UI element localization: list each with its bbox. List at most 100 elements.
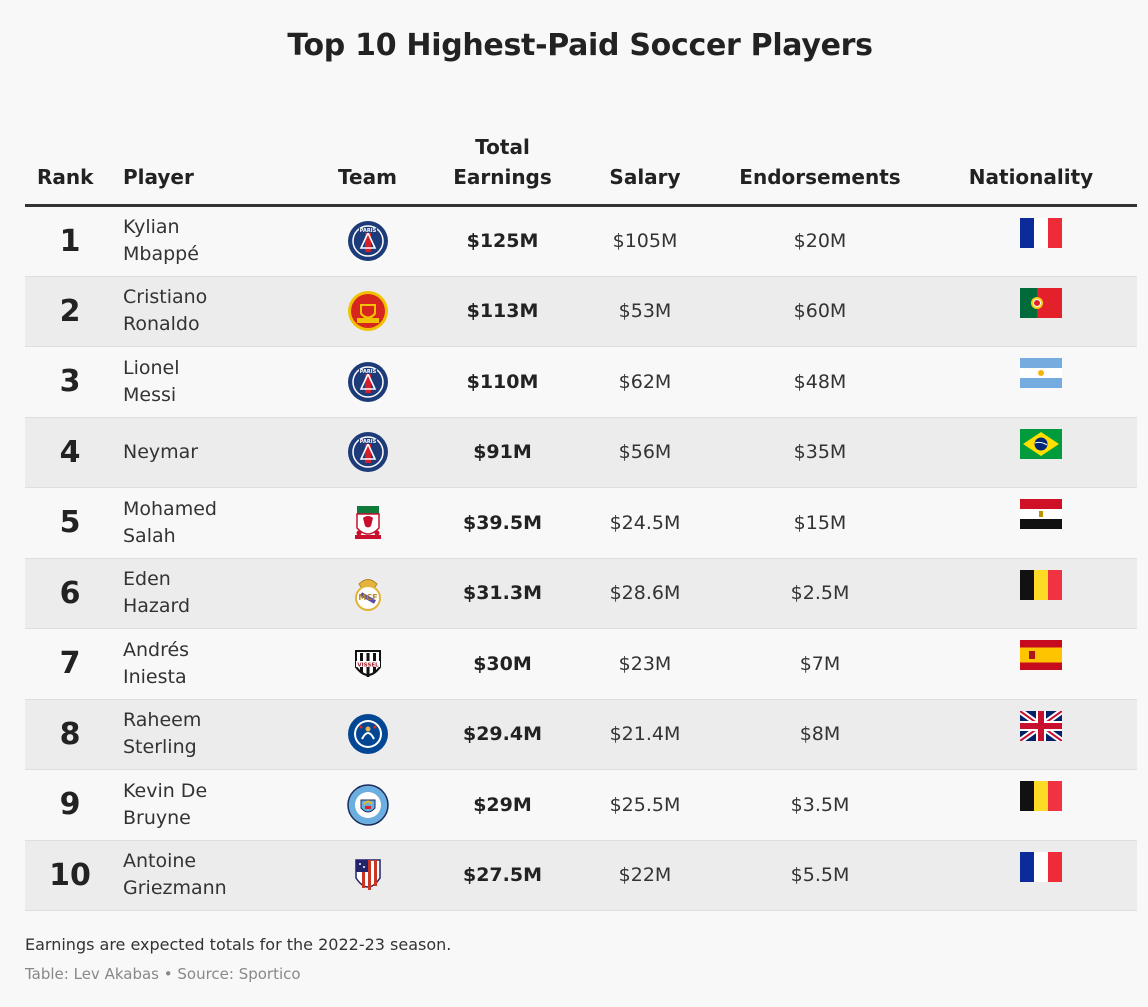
belgium-flag-icon	[1020, 569, 1062, 600]
total-earnings-cell: $39.5M	[430, 487, 575, 559]
total-earnings-cell: $110M	[430, 346, 575, 418]
total-earnings-cell: $31.3M	[430, 558, 575, 629]
total-earnings-header-line1: Total	[475, 135, 530, 159]
total-earnings-cell: $30M	[430, 628, 575, 700]
player-cell: Neymar	[115, 417, 305, 488]
total-earnings-header-line2: Earnings	[453, 165, 552, 189]
team-cell: PARIS	[305, 346, 430, 418]
team-cell: MCF	[305, 558, 430, 629]
salary-cell: $24.5M	[575, 487, 715, 559]
player-first-name: Raheem	[123, 709, 202, 732]
rank-header: Rank	[25, 132, 115, 207]
rank-cell: 10	[25, 840, 115, 911]
player-first-name: Neymar	[123, 440, 199, 463]
psg-crest-icon: PARIS	[305, 220, 430, 262]
team-cell: VISSEL	[305, 628, 430, 700]
player-last-name: Ronaldo	[123, 313, 200, 336]
rank-cell: 1	[25, 205, 115, 277]
nationality-cell	[925, 840, 1137, 911]
footer-note: Earnings are expected totals for the 202…	[25, 935, 452, 954]
endorsements-cell: $3.5M	[715, 769, 925, 841]
player-last-name: Bruyne	[123, 806, 191, 829]
player-cell: Eden Hazard	[115, 558, 305, 629]
svg-text:MCF: MCF	[358, 593, 377, 602]
team-cell	[305, 487, 430, 559]
manchester-united-crest-icon	[305, 290, 430, 332]
player-last-name: Mbappé	[123, 243, 199, 266]
player-cell: Kylian Mbappé	[115, 205, 305, 277]
salary-cell: $56M	[575, 417, 715, 488]
player-first-name: Kylian	[123, 216, 180, 239]
player-cell: Raheem Sterling	[115, 699, 305, 770]
nationality-cell	[925, 769, 1137, 841]
team-cell: PARIS	[305, 205, 430, 277]
total-earnings-header: Total Earnings	[430, 132, 575, 207]
table-row: 2 Cristiano Ronaldo $113M $53M $60M	[25, 276, 1137, 347]
nationality-cell	[925, 417, 1137, 488]
uk-flag-icon	[1020, 710, 1062, 741]
player-first-name: Mohamed	[123, 497, 217, 520]
header-row: Rank Player Team Total Earnings Salary E…	[25, 132, 1137, 207]
team-cell	[305, 769, 430, 841]
endorsements-cell: $60M	[715, 276, 925, 347]
vissel-kobe-crest-icon: VISSEL	[305, 643, 430, 685]
endorsements-cell: $8M	[715, 699, 925, 770]
endorsements-cell: $5.5M	[715, 840, 925, 911]
player-first-name: Antoine	[123, 850, 197, 873]
nationality-cell	[925, 276, 1137, 347]
footer-source: Table: Lev Akabas • Source: Sportico	[25, 965, 301, 983]
total-earnings-cell: $125M	[430, 205, 575, 277]
table-row: 6 Eden Hazard MCF $31.3M $28.6M $2.5M	[25, 558, 1137, 629]
argentina-flag-icon	[1020, 358, 1062, 389]
rank-cell: 7	[25, 628, 115, 700]
svg-text:PARIS: PARIS	[359, 228, 376, 234]
table-row: 5 Mohamed Salah $39.5M $24.5M $15M	[25, 487, 1137, 559]
team-cell	[305, 840, 430, 911]
liverpool-crest-icon	[305, 502, 430, 544]
chelsea-crest-icon	[305, 713, 430, 755]
endorsements-cell: $48M	[715, 346, 925, 418]
team-cell: PARIS	[305, 417, 430, 488]
player-last-name: Messi	[123, 383, 177, 406]
chart-title: Top 10 Highest-Paid Soccer Players	[287, 28, 873, 63]
svg-text:PARIS: PARIS	[359, 369, 376, 375]
salary-cell: $23M	[575, 628, 715, 700]
team-cell	[305, 699, 430, 770]
player-cell: Andrés Iniesta	[115, 628, 305, 700]
table-row: 9 Kevin De Bruyne $29M $25.5M $3.5M	[25, 769, 1137, 841]
player-first-name: Cristiano	[123, 286, 208, 309]
table-row: 4 Neymar PARIS $91M $56M $35M	[25, 417, 1137, 488]
table-row: 3 Lionel Messi PARIS $110M $62M $48M	[25, 346, 1137, 418]
total-earnings-cell: $91M	[430, 417, 575, 488]
endorsements-cell: $15M	[715, 487, 925, 559]
player-cell: Cristiano Ronaldo	[115, 276, 305, 347]
endorsements-header: Endorsements	[715, 132, 925, 207]
svg-text:PARIS: PARIS	[359, 439, 376, 445]
table-row: 1 Kylian Mbappé PARIS $125M $105M $20M	[25, 205, 1137, 277]
rank-cell: 5	[25, 487, 115, 559]
nationality-cell	[925, 628, 1137, 700]
rank-cell: 3	[25, 346, 115, 418]
salary-cell: $21.4M	[575, 699, 715, 770]
nationality-header: Nationality	[925, 132, 1137, 207]
player-last-name: Sterling	[123, 736, 197, 759]
spain-flag-icon	[1020, 640, 1062, 671]
france-flag-icon	[1020, 851, 1062, 882]
team-cell	[305, 276, 430, 347]
team-header: Team	[305, 132, 430, 207]
svg-text:VISSEL: VISSEL	[357, 662, 379, 668]
total-earnings-cell: $113M	[430, 276, 575, 347]
endorsements-cell: $20M	[715, 205, 925, 277]
player-first-name: Eden	[123, 568, 171, 591]
belgium-flag-icon	[1020, 781, 1062, 812]
endorsements-cell: $7M	[715, 628, 925, 700]
real-madrid-crest-icon: MCF	[305, 572, 430, 614]
salary-cell: $62M	[575, 346, 715, 418]
endorsements-cell: $35M	[715, 417, 925, 488]
total-earnings-cell: $29M	[430, 769, 575, 841]
france-flag-icon	[1020, 217, 1062, 248]
table-row: 8 Raheem Sterling $29.4M $21.4M $8M	[25, 699, 1137, 770]
salary-cell: $28.6M	[575, 558, 715, 629]
player-cell: Lionel Messi	[115, 346, 305, 418]
